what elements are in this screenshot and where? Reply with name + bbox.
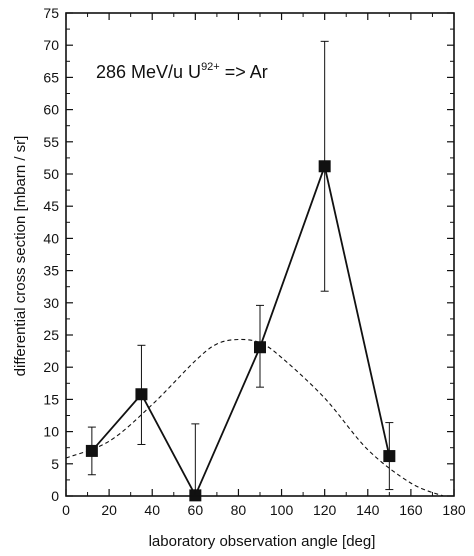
plot-frame: [65, 12, 455, 497]
data-point: [383, 450, 396, 463]
ticks-layer: 0 20 40 60 80 100 120 140 160 180 0 5 10 15 20 25 30 35 40…: [43, 5, 465, 518]
y-tick-label: 55: [43, 134, 59, 150]
y-tick-label: 60: [43, 102, 59, 118]
x-tick-label: 60: [188, 502, 204, 518]
y-tick-label: 25: [43, 327, 59, 343]
x-tick-label: 120: [313, 502, 337, 518]
annotation-rest: => Ar: [220, 62, 268, 82]
model-curve: [65, 338, 444, 497]
data-point: [135, 388, 148, 401]
x-tick-label: 0: [62, 502, 70, 518]
data-point: [254, 341, 266, 354]
data-point: [318, 160, 331, 173]
x-axis-label: laboratory observation angle [deg]: [149, 533, 376, 550]
x-tick-label: 160: [399, 502, 423, 518]
x-tick-label: 80: [231, 502, 247, 518]
plot-layer: [65, 40, 444, 502]
annotation-superscript: 92+: [201, 61, 220, 73]
y-tick-label: 30: [43, 295, 59, 311]
x-tick-label: 20: [101, 502, 117, 518]
data-line: [91, 163, 391, 498]
annotation: 286 MeV/u U92+ => Ar: [96, 61, 268, 82]
x-tick-label: 140: [356, 502, 380, 518]
y-tick-label: 50: [43, 166, 59, 182]
y-tick-label: 10: [43, 424, 59, 440]
y-tick-label: 35: [43, 263, 59, 279]
y-tick-label: 20: [43, 359, 59, 375]
y-tick-label: 70: [43, 37, 59, 53]
y-tick-label: 45: [43, 198, 59, 214]
y-tick-label: 75: [43, 5, 59, 21]
x-tick-label: 40: [144, 502, 160, 518]
y-tick-label: 15: [43, 391, 59, 407]
y-axis-label: differential cross section [mbarn / sr]: [12, 136, 29, 377]
y-tick-label: 0: [51, 488, 59, 504]
annotation-main: 286 MeV/u U: [96, 62, 201, 82]
data-point: [85, 444, 98, 457]
y-tick-label: 40: [43, 230, 59, 246]
y-tick-label: 65: [43, 69, 59, 85]
y-tick-label: 5: [51, 456, 59, 472]
x-tick-label: 100: [270, 502, 294, 518]
x-tick-label: 180: [442, 502, 466, 518]
